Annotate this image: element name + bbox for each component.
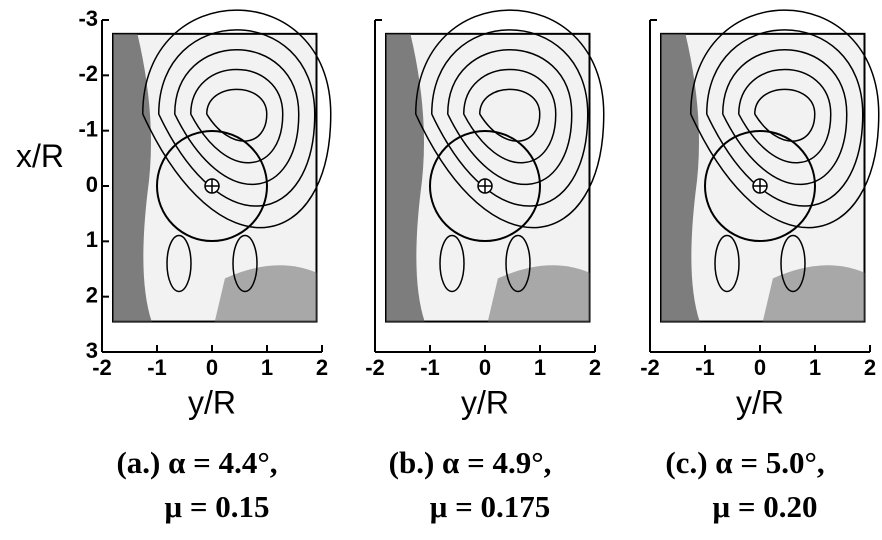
x-tick-label: 2 <box>864 355 876 380</box>
rotor-disk <box>429 130 541 242</box>
y-tick-label: -3 <box>78 6 98 31</box>
contour-line <box>722 48 848 186</box>
x-tick-label: -2 <box>640 355 660 380</box>
contour-panel: -2 -1 0 1 2 y/R (c.) α = 5.0°, μ = 0.20 <box>640 9 880 524</box>
contour-line <box>415 9 605 229</box>
y-tick-label: 0 <box>86 172 98 197</box>
contour-line <box>479 88 541 142</box>
y-axis-label: x/R <box>16 138 64 174</box>
contour-line <box>158 29 316 207</box>
x-tick-label: 1 <box>809 355 821 380</box>
x-tick-label: 2 <box>316 355 328 380</box>
shade <box>661 33 700 322</box>
shade <box>386 33 425 322</box>
contour-line <box>439 234 465 293</box>
shade <box>762 265 865 322</box>
contour-line <box>190 68 284 164</box>
caption: (b.) α = 4.9°, <box>389 445 552 480</box>
x-tick-label: 2 <box>589 355 601 380</box>
hub-cross <box>753 179 767 193</box>
contour-line <box>780 234 806 293</box>
contour-line <box>706 29 864 207</box>
x-tick-label: -2 <box>92 355 112 380</box>
contour-line <box>206 88 268 142</box>
hub-cross <box>478 179 492 193</box>
caption: μ = 0.15 <box>165 489 270 524</box>
x-tick-label: -1 <box>420 355 440 380</box>
contour-panel: -2 -1 0 1 2 y/R (b.) α = 4.9°, μ = 0.175 <box>365 9 605 524</box>
x-tick-label: 0 <box>754 355 766 380</box>
x-axis-label: y/R <box>188 384 236 420</box>
contour-line <box>463 68 557 164</box>
y-tick-label: 3 <box>86 338 98 363</box>
shade <box>487 265 590 322</box>
contour-line <box>714 234 740 293</box>
y-tick-label: -1 <box>78 116 98 141</box>
caption: μ = 0.20 <box>713 489 818 524</box>
contour-line <box>142 9 332 229</box>
contour-line <box>505 234 531 293</box>
shade <box>113 33 152 322</box>
shade <box>214 265 317 322</box>
y-tick-label: -2 <box>78 61 98 86</box>
contour-line <box>166 234 192 293</box>
y-tick-label: 2 <box>86 282 98 307</box>
x-tick-label: 1 <box>534 355 546 380</box>
contour-line <box>690 9 880 229</box>
x-tick-label: -1 <box>695 355 715 380</box>
contour-line <box>754 88 816 142</box>
contour-panel: -2 -1 0 1 2 -3 -2 -1 0 1 2 3 y/R x/R (a.) α = 4.4°, μ =… <box>16 6 332 524</box>
contour-line <box>447 48 573 186</box>
x-tick-label: -1 <box>147 355 167 380</box>
hub-cross <box>205 179 219 193</box>
x-tick-label: 0 <box>479 355 491 380</box>
caption: (c.) α = 5.0°, <box>665 445 824 480</box>
x-axis-label: y/R <box>461 384 509 420</box>
x-tick-label: 0 <box>206 355 218 380</box>
contour-line <box>232 234 258 293</box>
contour-line <box>174 48 300 186</box>
x-tick-label: -2 <box>365 355 385 380</box>
rotor-disk <box>704 130 816 242</box>
y-tick-label: 1 <box>86 227 98 252</box>
contour-line <box>431 29 589 207</box>
caption: μ = 0.175 <box>430 489 551 524</box>
caption: (a.) α = 4.4°, <box>116 445 277 480</box>
x-axis-label: y/R <box>736 384 784 420</box>
contour-line <box>738 68 832 164</box>
rotor-disk <box>156 130 268 242</box>
x-tick-label: 1 <box>261 355 273 380</box>
